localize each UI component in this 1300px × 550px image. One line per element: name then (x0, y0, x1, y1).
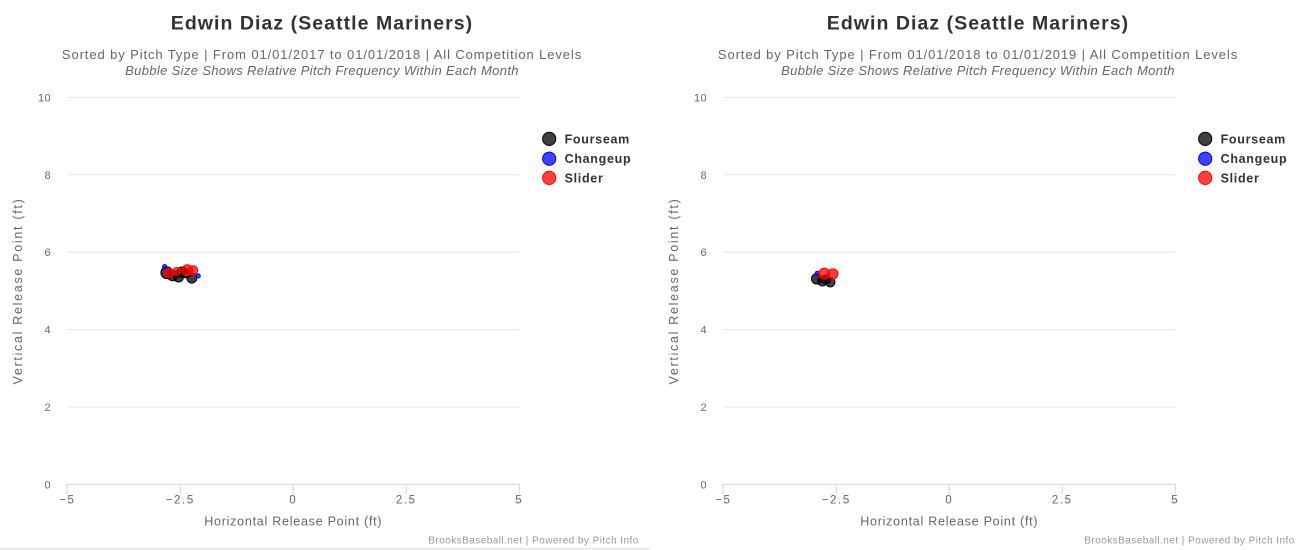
svg-text:Changeup: Changeup (565, 152, 632, 166)
svg-text:Vertical Release Point (ft): Vertical Release Point (ft) (11, 198, 25, 385)
svg-text:BrooksBaseball.net | Powered b: BrooksBaseball.net | Powered by Pitch In… (428, 535, 639, 546)
svg-text:2: 2 (44, 402, 51, 414)
svg-text:0: 0 (945, 495, 953, 507)
svg-text:Bubble Size Shows Relative Pit: Bubble Size Shows Relative Pitch Frequen… (781, 63, 1175, 78)
svg-text:−5: −5 (715, 495, 731, 507)
svg-text:Fourseam: Fourseam (565, 132, 630, 146)
svg-text:−5: −5 (59, 495, 75, 507)
svg-text:Fourseam: Fourseam (1221, 132, 1286, 146)
svg-text:4: 4 (700, 325, 707, 337)
svg-text:5: 5 (1171, 495, 1179, 507)
svg-text:Horizontal Release Point (ft): Horizontal Release Point (ft) (860, 514, 1038, 528)
svg-text:Slider: Slider (565, 171, 604, 185)
svg-text:0: 0 (44, 479, 51, 491)
svg-text:6: 6 (700, 247, 707, 259)
svg-text:4: 4 (44, 325, 51, 337)
svg-text:2.5: 2.5 (1052, 495, 1073, 507)
svg-text:Horizontal Release Point (ft): Horizontal Release Point (ft) (204, 514, 382, 528)
svg-text:Vertical Release Point (ft): Vertical Release Point (ft) (667, 198, 681, 385)
svg-text:8: 8 (44, 170, 51, 182)
svg-text:8: 8 (700, 170, 707, 182)
svg-text:Sorted by Pitch Type | From 01: Sorted by Pitch Type | From 01/01/2018 t… (718, 47, 1238, 62)
svg-text:10: 10 (38, 92, 51, 104)
svg-text:10: 10 (694, 92, 707, 104)
svg-text:2: 2 (700, 402, 707, 414)
svg-text:BrooksBaseball.net | Powered b: BrooksBaseball.net | Powered by Pitch In… (1084, 535, 1295, 546)
svg-text:Edwin Diaz (Seattle Mariners): Edwin Diaz (Seattle Mariners) (171, 13, 473, 35)
svg-text:0: 0 (700, 479, 707, 491)
svg-text:Bubble Size Shows Relative Pit: Bubble Size Shows Relative Pitch Frequen… (125, 63, 519, 78)
svg-text:6: 6 (44, 247, 51, 259)
svg-text:−2.5: −2.5 (166, 495, 195, 507)
svg-text:Changeup: Changeup (1221, 152, 1288, 166)
svg-text:2.5: 2.5 (396, 495, 417, 507)
svg-text:0: 0 (289, 495, 297, 507)
svg-text:Edwin Diaz (Seattle Mariners): Edwin Diaz (Seattle Mariners) (827, 13, 1129, 35)
svg-text:−2.5: −2.5 (822, 495, 851, 507)
svg-text:5: 5 (515, 495, 523, 507)
svg-text:Slider: Slider (1221, 171, 1260, 185)
svg-text:Sorted by Pitch Type | From 01: Sorted by Pitch Type | From 01/01/2017 t… (62, 47, 582, 62)
